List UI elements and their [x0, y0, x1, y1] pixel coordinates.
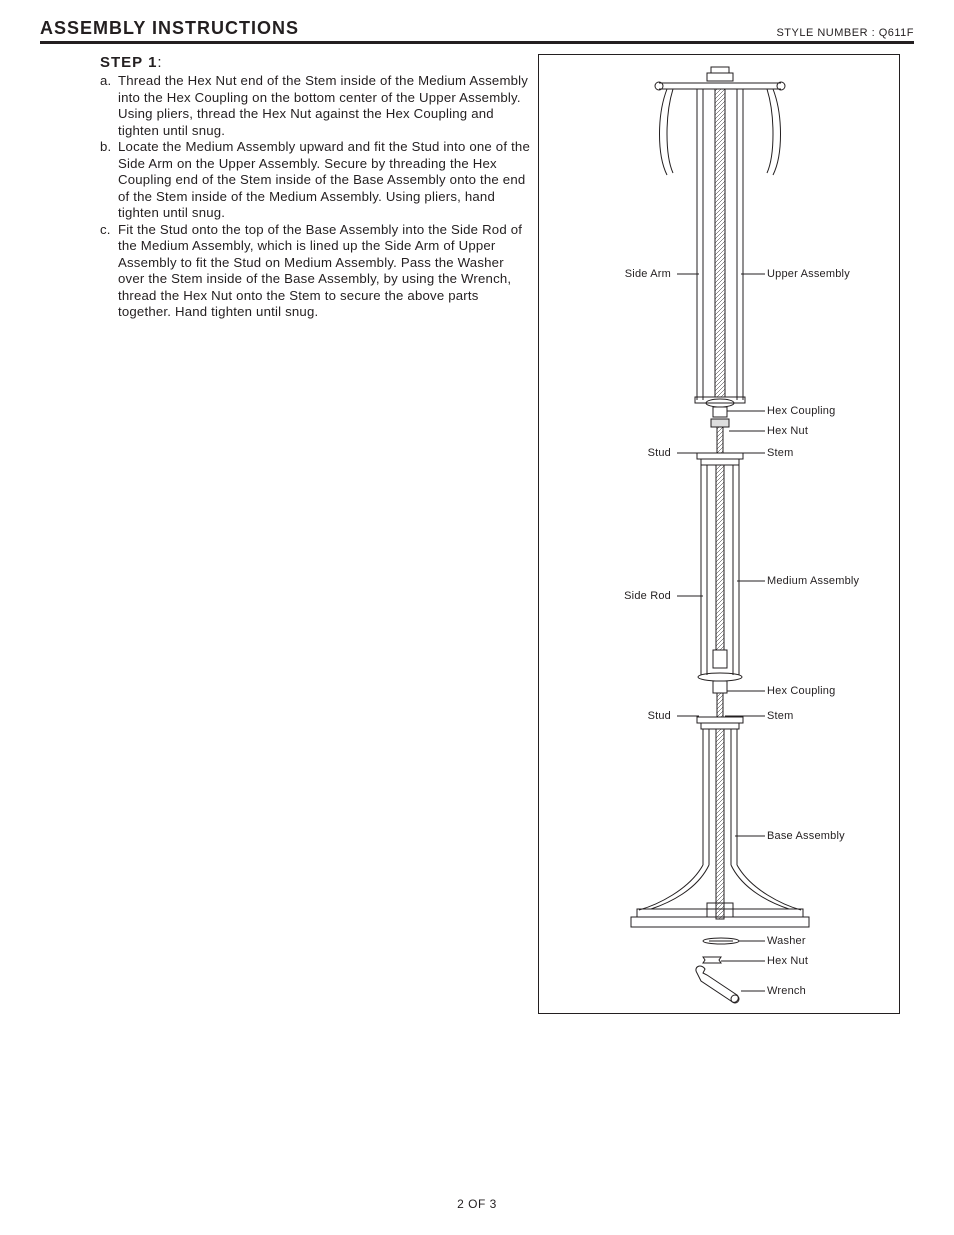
assembly-diagram: Side Arm Stud Side Rod Stud Upper Assemb… — [538, 54, 900, 1014]
step-text: Locate the Medium Assembly upward and fi… — [118, 139, 530, 220]
page-footer: 2 OF 3 — [0, 1197, 954, 1211]
step-list: a. Thread the Hex Nut end of the Stem in… — [100, 73, 530, 321]
page-title: ASSEMBLY INSTRUCTIONS — [40, 18, 299, 39]
step-marker: a. — [100, 73, 111, 90]
step-colon: : — [157, 54, 162, 71]
step-item: b. Locate the Medium Assembly upward and… — [100, 139, 530, 222]
style-number-value: Q611F — [879, 27, 914, 39]
style-number-label: STYLE NUMBER : — [776, 27, 875, 39]
diagram-svg — [539, 55, 901, 1013]
step-marker: c. — [100, 222, 111, 239]
step-text: Thread the Hex Nut end of the Stem insid… — [118, 73, 528, 138]
step-heading: STEP 1: — [100, 54, 530, 71]
step-item: a. Thread the Hex Nut end of the Stem in… — [100, 73, 530, 139]
step-number: STEP 1 — [100, 54, 157, 71]
style-number: STYLE NUMBER : Q611F — [776, 27, 914, 39]
step-text: Fit the Stud onto the top of the Base As… — [118, 222, 522, 320]
step-marker: b. — [100, 139, 111, 156]
step-item: c. Fit the Stud onto the top of the Base… — [100, 222, 530, 321]
